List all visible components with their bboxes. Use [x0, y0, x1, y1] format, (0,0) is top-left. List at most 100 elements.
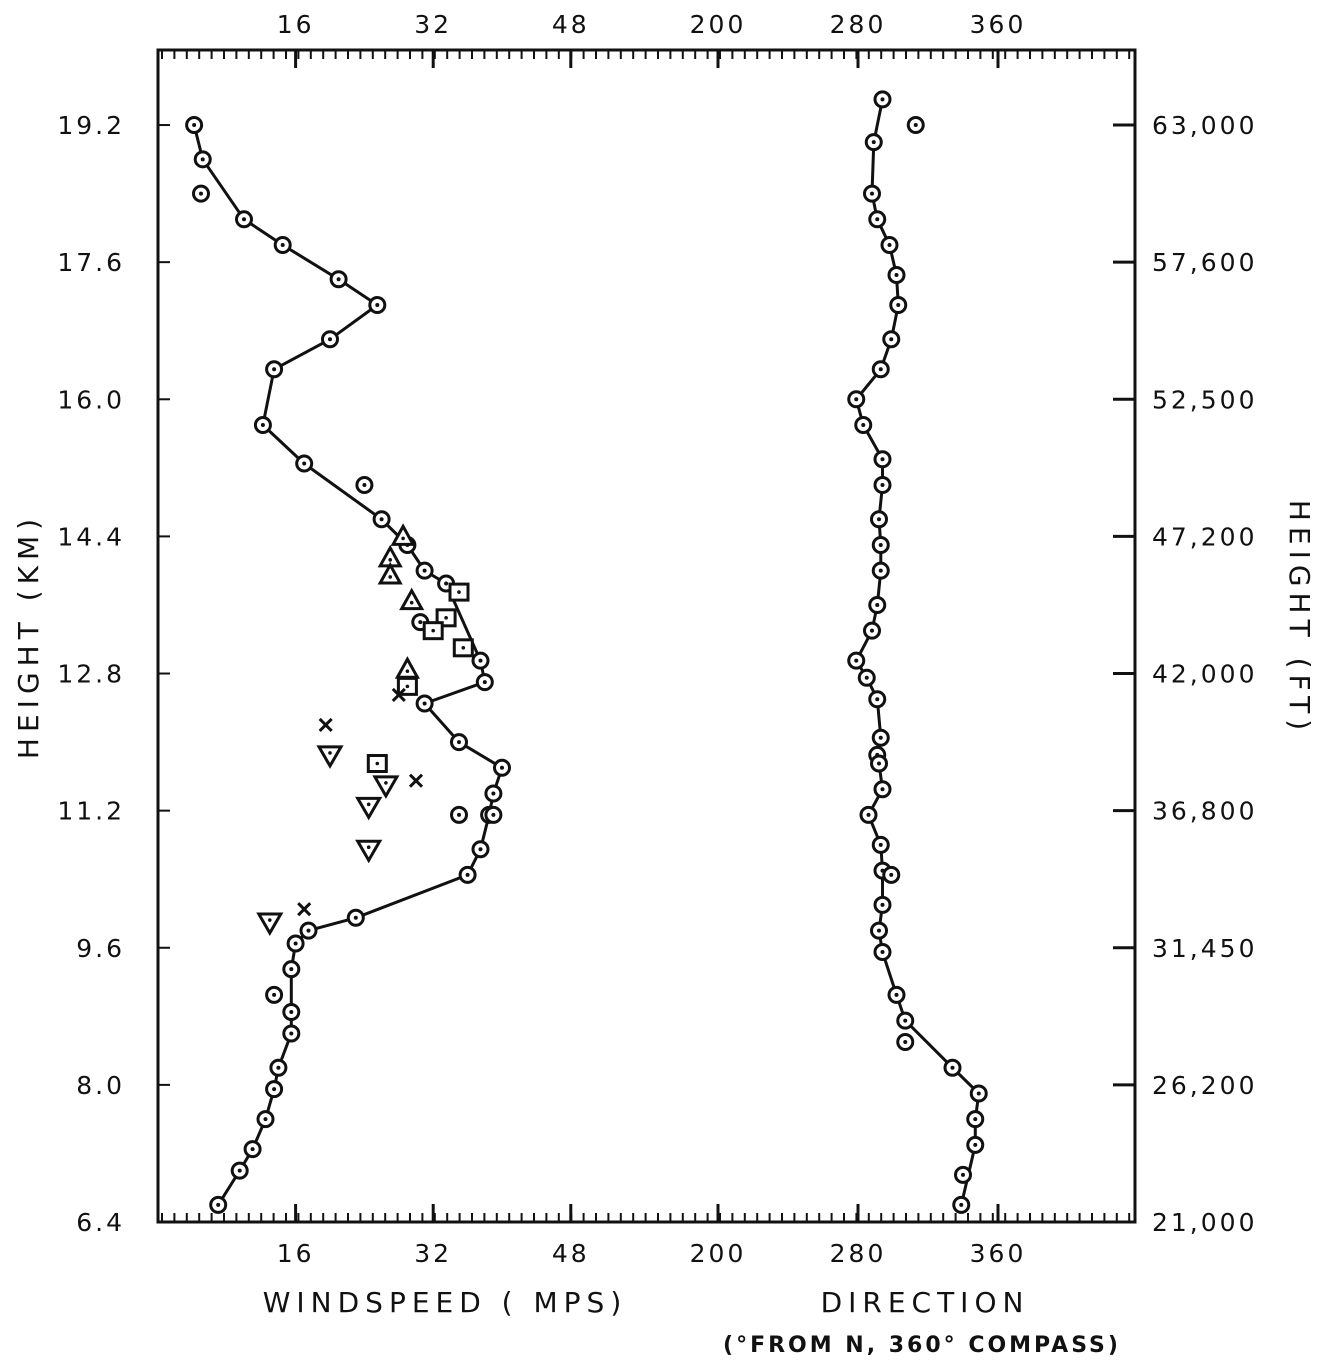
- windspeed-point-circle-dot: [346, 908, 365, 927]
- direction-point-circle-dot: [952, 1195, 971, 1214]
- windspeed-tick-label: 48: [552, 1239, 590, 1268]
- direction-point-circle-dot: [870, 921, 888, 940]
- windspeed-point-triangle-down: [316, 745, 344, 769]
- right-height-tick-label: 63,000: [1152, 111, 1257, 140]
- left-height-tick-label: 14.4: [57, 522, 125, 551]
- windspeed-tick-label: 16: [277, 1239, 315, 1268]
- left-height-tick-label: 17.6: [57, 248, 125, 277]
- windspeed-axis-title: WINDSPEED ( MPS): [263, 1286, 628, 1319]
- windspeed-point-circle-dot: [265, 360, 284, 379]
- windspeed-point-circle-dot: [471, 840, 490, 859]
- plot-frame: [156, 48, 1137, 1224]
- direction-point-circle-dot: [906, 116, 925, 135]
- windspeed-tick-label: 32: [414, 1239, 452, 1268]
- windspeed-point-square: [422, 621, 444, 641]
- windspeed-point-circle-dot: [256, 1110, 275, 1129]
- direction-tick-label: 360: [970, 1239, 1027, 1268]
- direction-point-circle-dot: [887, 266, 906, 285]
- direction-tick-label: 280: [830, 1239, 887, 1268]
- windspeed-point-circle-dot: [368, 296, 387, 315]
- windspeed-point-triangle-down: [355, 796, 383, 821]
- direction-point-circle-dot: [873, 780, 892, 799]
- right-height-axis-title: HEIGHT (FT): [1283, 500, 1316, 736]
- left-height-tick-label: 9.6: [76, 934, 125, 963]
- direction-point-circle-dot: [882, 330, 901, 349]
- right-height-tick-label: 47,200: [1152, 522, 1257, 551]
- direction-top-tick-label: 360: [970, 10, 1027, 39]
- right-height-tick-label: 36,800: [1152, 797, 1257, 826]
- windspeed-point-circle-dot: [484, 805, 503, 824]
- windspeed-point-circle-dot: [415, 694, 434, 713]
- windspeed-point-circle-dot: [415, 561, 434, 580]
- direction-point-circle-dot: [896, 1033, 915, 1052]
- windspeed-point-circle-dot: [273, 236, 292, 255]
- left-height-tick-label: 6.4: [76, 1208, 125, 1237]
- windspeed-point-circle-dot: [192, 184, 210, 203]
- windspeed-point-triangle-up: [394, 656, 420, 679]
- windspeed-point-square: [366, 754, 388, 774]
- windspeed-point-square: [448, 582, 470, 602]
- direction-point-circle-dot: [864, 133, 883, 152]
- direction-top-tick-label: 280: [830, 10, 887, 39]
- windspeed-point-square: [452, 638, 474, 658]
- windspeed-point-circle-dot: [299, 921, 318, 940]
- right-height-tick-label: 31,450: [1152, 934, 1257, 963]
- windspeed-point-circle-dot: [286, 934, 305, 953]
- windspeed-profile-line: [192, 124, 504, 1206]
- windspeed-point-circle-dot: [484, 784, 503, 803]
- windspeed-point-circle-dot: [282, 960, 301, 979]
- direction-point-circle-dot: [873, 943, 892, 962]
- direction-point-circle-dot: [859, 805, 878, 824]
- direction-point-circle-dot: [847, 651, 866, 670]
- windspeed-point-circle-dot: [269, 1058, 288, 1077]
- direction-point-circle-dot: [966, 1110, 985, 1129]
- direction-point-circle-dot: [873, 450, 892, 469]
- direction-point-circle-dot: [887, 985, 906, 1004]
- windspeed-point-circle-dot: [282, 1003, 301, 1022]
- windspeed-point-circle-dot: [243, 1140, 262, 1159]
- left-height-tick-label: 8.0: [76, 1071, 125, 1100]
- direction-point-circle-dot: [854, 415, 873, 434]
- windspeed-point-circle-dot: [209, 1195, 228, 1214]
- direction-point-circle-dot: [896, 1011, 915, 1030]
- axis-ticks: [158, 50, 1135, 1224]
- direction-profile-line: [854, 99, 981, 1206]
- direction-axis-subtitle: (°FROM N, 360° COMPASS): [723, 1333, 1121, 1358]
- windspeed-point-circle-dot: [372, 510, 391, 529]
- right-height-tick-label: 26,200: [1152, 1071, 1257, 1100]
- left-height-tick-label: 11.2: [57, 797, 125, 826]
- left-height-axis-title: HEIGHT (KM): [12, 513, 45, 759]
- windspeed-point-circle-dot: [475, 673, 494, 692]
- windspeed-point-circle-dot: [295, 454, 314, 473]
- windspeed-point-triangle-up: [390, 523, 416, 546]
- right-height-tick-label: 21,000: [1152, 1208, 1257, 1237]
- direction-point-circle-dot: [870, 754, 888, 773]
- windspeed-top-tick-label: 32: [414, 10, 452, 39]
- windspeed-point-x: [297, 902, 312, 917]
- windspeed-point-triangle-down: [355, 839, 383, 864]
- direction-point-circle-dot: [873, 90, 892, 109]
- windspeed-point-circle-dot: [471, 651, 490, 670]
- direction-point-circle-dot: [873, 475, 892, 494]
- direction-point-circle-dot: [870, 510, 888, 529]
- windspeed-point-x: [408, 773, 424, 788]
- windspeed-point-x: [391, 687, 406, 703]
- right-height-tick-label: 42,000: [1152, 660, 1257, 689]
- direction-point-circle-dot: [863, 621, 881, 640]
- windspeed-point-circle-dot: [185, 116, 204, 135]
- direction-top-tick-label: 200: [690, 10, 747, 39]
- direction-point-circle-dot: [847, 390, 866, 409]
- windspeed-point-triangle-up: [399, 587, 425, 611]
- left-height-tick-label: 19.2: [57, 111, 125, 140]
- tick-labels: 6.4 8.0 9.6 11.2 12.8 14.4 16.0 17.6 19.2 21,000 2…: [57, 10, 1257, 1268]
- windspeed-point-x: [318, 717, 333, 733]
- direction-point-circle-dot: [871, 535, 890, 554]
- windspeed-top-tick-label: 16: [277, 10, 315, 39]
- windspeed-point-triangle-down: [256, 912, 284, 937]
- left-height-tick-label: 12.8: [57, 660, 125, 689]
- windspeed-point-circle-dot: [235, 210, 253, 229]
- windspeed-point-circle-dot: [450, 733, 468, 752]
- direction-point-circle-dot: [863, 184, 881, 203]
- direction-point-circle-dot: [871, 561, 890, 580]
